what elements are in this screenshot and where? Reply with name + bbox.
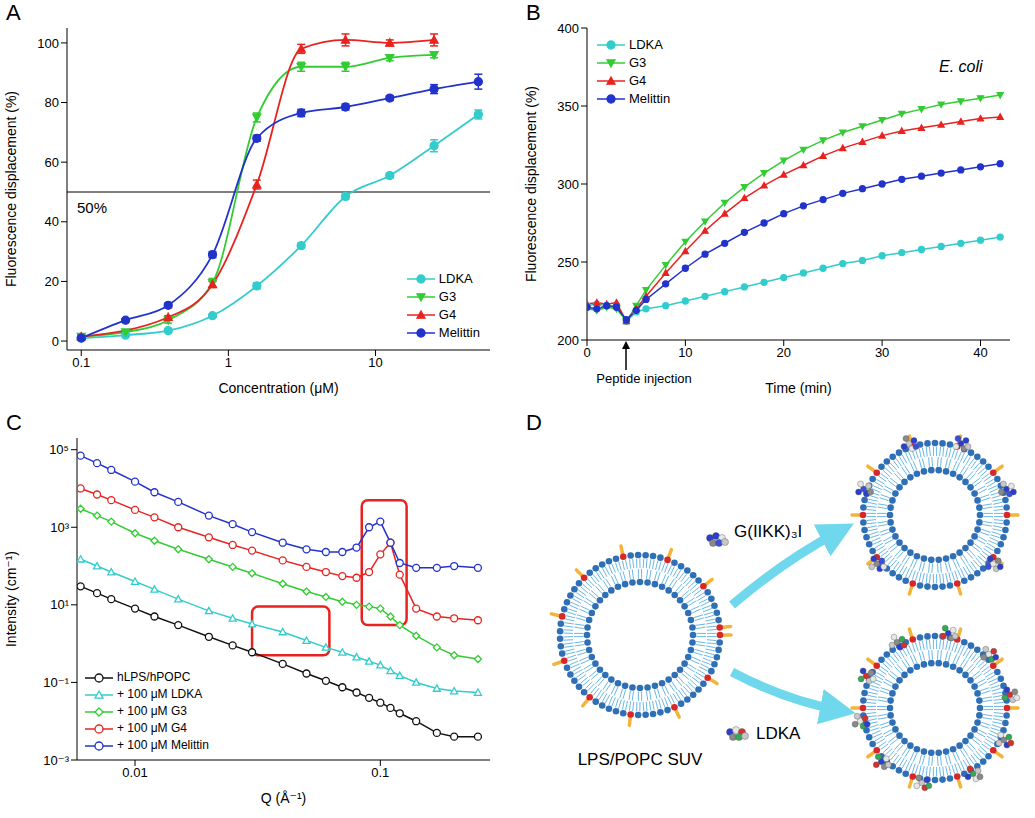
html-text:+ 100 μM LDKA: + 100 μM LDKA: [117, 687, 203, 701]
svg-text:Concentration (μM): Concentration (μM): [218, 380, 338, 396]
svg-text:200: 200: [557, 333, 579, 348]
html-text:+ 100 μM G4: + 100 μM G4: [117, 721, 187, 735]
svg-text:10³: 10³: [50, 520, 69, 535]
svg-text:30: 30: [875, 345, 889, 360]
html-text:G4: G4: [438, 307, 457, 322]
svg-text:350: 350: [557, 99, 579, 114]
html-text:G3: G3: [438, 289, 457, 304]
svg-text:0: 0: [52, 334, 59, 349]
svg-text:Q (Å⁻¹): Q (Å⁻¹): [261, 790, 307, 806]
svg-text:0: 0: [583, 345, 590, 360]
svg-text:0.1: 0.1: [371, 765, 389, 780]
html-text:G(IIKK)₃I: G(IIKK)₃I: [734, 522, 803, 541]
html-text:A: A: [6, 0, 21, 25]
svg-text:0.01: 0.01: [122, 765, 147, 780]
html-text:Peptide injection: Peptide injection: [596, 371, 692, 386]
html-text:LDKA: LDKA: [756, 724, 801, 743]
svg-text:10⁵: 10⁵: [49, 442, 69, 457]
html-text:LDKA: LDKA: [629, 37, 663, 52]
html-text:G4: G4: [629, 73, 647, 88]
svg-text:10¹: 10¹: [50, 597, 69, 612]
html-text:D: D: [526, 410, 542, 435]
svg-text:60: 60: [45, 155, 59, 170]
svg-text:10: 10: [678, 345, 692, 360]
svg-text:20: 20: [777, 345, 791, 360]
html-text:G3: G3: [629, 55, 647, 70]
svg-text:Fluorescence displacement (%): Fluorescence displacement (%): [3, 91, 19, 287]
html-text:B: B: [526, 0, 541, 25]
svg-text:Intensity (cm⁻¹): Intensity (cm⁻¹): [3, 551, 19, 647]
svg-text:300: 300: [557, 177, 579, 192]
svg-text:0.1: 0.1: [72, 355, 90, 370]
svg-text:40: 40: [45, 214, 59, 229]
svg-text:20: 20: [45, 274, 59, 289]
svg-text:10: 10: [368, 355, 382, 370]
svg-text:100: 100: [37, 36, 59, 51]
svg-text:40: 40: [973, 345, 987, 360]
svg-text:10⁻³: 10⁻³: [43, 753, 69, 768]
svg-text:Fluorescence displacement (%): Fluorescence displacement (%): [523, 86, 539, 282]
svg-text:250: 250: [557, 255, 579, 270]
html-text:Melittin: Melittin: [438, 325, 480, 340]
svg-text:10⁻¹: 10⁻¹: [43, 675, 69, 690]
html-text:LPS/POPC SUV: LPS/POPC SUV: [577, 750, 703, 769]
svg-text:1: 1: [225, 355, 232, 370]
html-text:hLPS/hPOPC: hLPS/hPOPC: [117, 670, 191, 684]
svg-text:E. coli: E. coli: [939, 58, 983, 75]
svg-text:400: 400: [557, 21, 579, 36]
html-text:+ 100 μM Melittin: + 100 μM Melittin: [117, 738, 209, 752]
html-text:C: C: [6, 410, 22, 435]
html-text:+ 100 μM G3: + 100 μM G3: [117, 704, 187, 718]
svg-text:50%: 50%: [77, 199, 107, 216]
html-text:Melittin: Melittin: [629, 91, 671, 106]
svg-text:Time (min): Time (min): [765, 380, 831, 396]
html-text:LDKA: LDKA: [438, 271, 473, 286]
svg-text:80: 80: [45, 95, 59, 110]
